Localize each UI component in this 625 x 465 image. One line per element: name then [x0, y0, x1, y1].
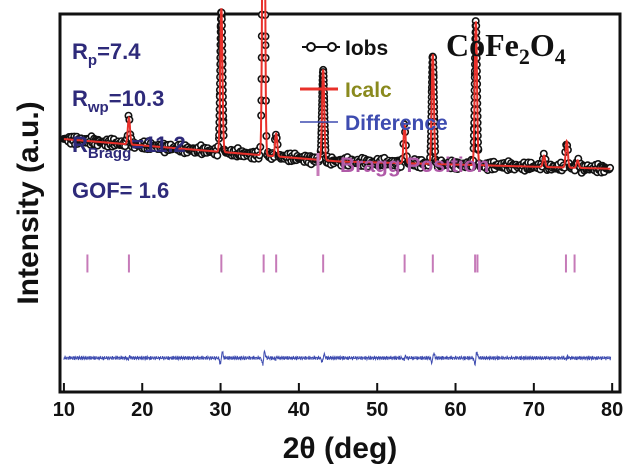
x-tick-label: 40 — [288, 399, 310, 421]
stat-rp: Rp=7.4 — [72, 39, 141, 69]
legend-icalc-label: Icalc — [345, 79, 392, 102]
x-tick-label: 70 — [523, 399, 545, 421]
stat-rbragg: RBragg=11.2 — [72, 132, 186, 162]
x-axis-title: 2θ (deg) — [283, 432, 398, 465]
difference-series — [63, 349, 612, 367]
plot-frame — [58, 12, 622, 394]
legend-iobs-marker — [306, 42, 316, 52]
x-tick-label: 20 — [131, 399, 153, 421]
x-axis-ticks — [62, 383, 614, 392]
difference-line — [63, 349, 612, 367]
x-tick-label: 50 — [366, 399, 388, 421]
x-tick-label: 10 — [53, 399, 75, 421]
stat-gof: GOF= 1.6 — [72, 178, 169, 203]
stat-rwp: Rwp=10.3 — [72, 86, 164, 116]
compound-formula: CoFe2O4 — [446, 27, 566, 69]
x-tick-label: 60 — [444, 399, 466, 421]
x-tick-label: 30 — [209, 399, 231, 421]
x-axis-tick-labels: 10 20 30 40 50 60 70 80 — [53, 399, 624, 421]
bragg-position-marks — [86, 254, 576, 273]
legend-difference-label: Difference — [345, 112, 448, 135]
legend: Iobs Icalc Difference Bragg Position — [300, 37, 489, 177]
y-axis-title: Intensity (a.u.) — [12, 101, 45, 304]
legend-bragg-label: Bragg Position — [340, 154, 489, 177]
icalc-line — [63, 0, 611, 170]
refinement-stats: Rp=7.4 Rwp=10.3 RBragg=11.2 GOF= 1.6 — [72, 39, 186, 203]
legend-iobs-label: Iobs — [345, 37, 388, 60]
icalc-series — [63, 0, 611, 170]
iobs-point — [213, 151, 222, 160]
legend-iobs-marker — [327, 42, 337, 52]
x-tick-label: 80 — [601, 399, 623, 421]
